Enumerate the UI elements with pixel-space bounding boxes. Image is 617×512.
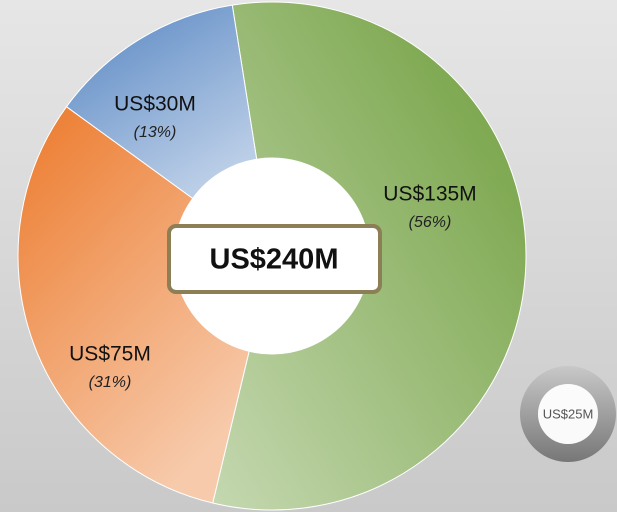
- chart: US$135M (56%) US$75M (31%) US$30M (13%) US$240…: [0, 0, 617, 512]
- reference-label: US$25M: [543, 406, 594, 421]
- value-label: US$30M: [114, 93, 196, 116]
- total-label: US$240M: [210, 244, 339, 276]
- value-label: US$135M: [383, 183, 476, 206]
- value-label: US$75M: [69, 343, 151, 366]
- share-label: (13%): [134, 124, 177, 141]
- share-label: (56%): [409, 214, 452, 231]
- share-label: (31%): [89, 374, 132, 391]
